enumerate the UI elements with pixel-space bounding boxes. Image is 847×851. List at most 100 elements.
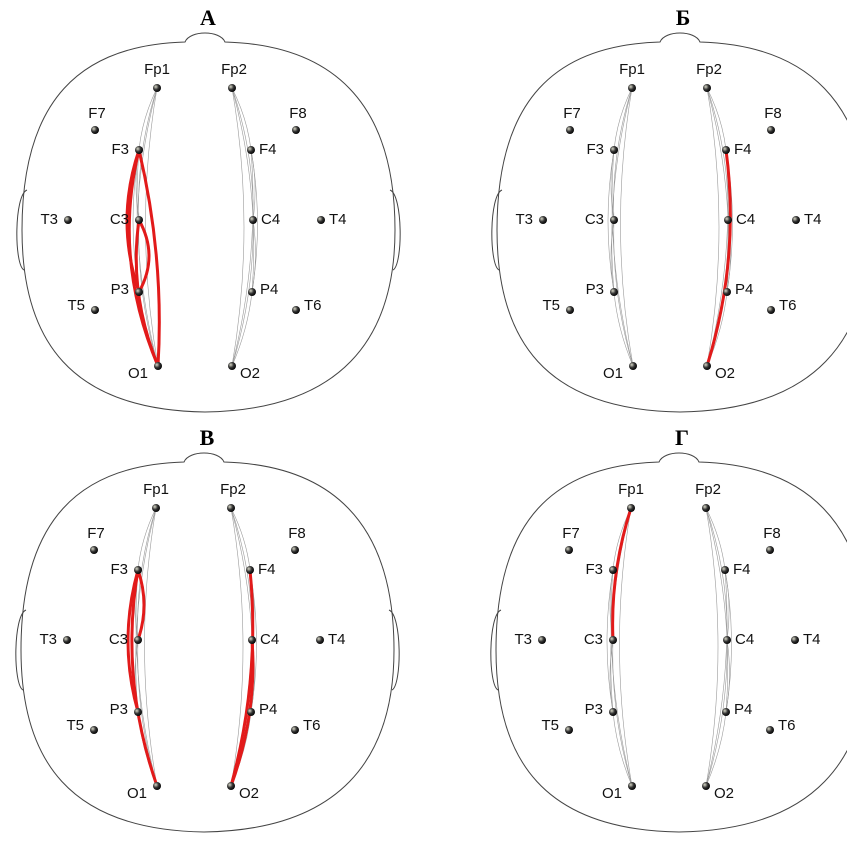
electrode <box>90 726 98 734</box>
electrode-label: F7 <box>88 105 106 122</box>
electrode <box>134 708 142 716</box>
electrode-label: T4 <box>328 631 346 648</box>
electrode-label: O1 <box>602 785 622 802</box>
electrode-label: Fp1 <box>619 61 645 78</box>
electrode-label: O2 <box>715 365 735 382</box>
electrode <box>538 636 546 644</box>
electrode-label: F3 <box>586 141 604 158</box>
electrode-label: F4 <box>258 561 276 578</box>
electrode <box>722 146 730 154</box>
electrode <box>249 216 257 224</box>
electrode-label: O1 <box>603 365 623 382</box>
electrode <box>63 636 71 644</box>
electrode-label: F4 <box>734 141 752 158</box>
electrode <box>135 288 143 296</box>
electrode <box>767 306 775 314</box>
electrode <box>766 546 774 554</box>
electrode <box>153 84 161 92</box>
head-panel: ГFp1Fp2F7F8F3F4T3C3C4T4P3P4T5T6O1O2 <box>491 425 847 832</box>
electrode <box>539 216 547 224</box>
electrode-label: P4 <box>735 281 753 298</box>
electrode-label: F8 <box>288 525 306 542</box>
electrode <box>610 216 618 224</box>
electrode <box>228 84 236 92</box>
electrode <box>629 362 637 370</box>
electrode-label: C3 <box>585 211 604 228</box>
electrode <box>91 126 99 134</box>
electrode-label: T3 <box>515 211 533 228</box>
electrode-label: P4 <box>734 701 752 718</box>
electrode <box>153 782 161 790</box>
electrode <box>91 306 99 314</box>
electrode <box>248 288 256 296</box>
electrode <box>703 84 711 92</box>
electrode <box>246 566 254 574</box>
electrode <box>566 126 574 134</box>
electrode-label: T5 <box>542 297 560 314</box>
electrode-label: Fp2 <box>696 61 722 78</box>
significant-connection <box>613 508 631 640</box>
electrode-label: T3 <box>40 211 58 228</box>
electrode <box>316 636 324 644</box>
electrode <box>247 146 255 154</box>
electrode <box>610 146 618 154</box>
electrode-label: P3 <box>110 701 128 718</box>
electrode-label: T5 <box>67 297 85 314</box>
electrode <box>628 782 636 790</box>
electrode-label: F4 <box>733 561 751 578</box>
electrode <box>152 504 160 512</box>
electrode-label: O1 <box>128 365 148 382</box>
electrode-label: Fp2 <box>221 61 247 78</box>
electrode <box>227 782 235 790</box>
electrode-label: T3 <box>39 631 57 648</box>
electrode-label: T3 <box>514 631 532 648</box>
electrode-label: T6 <box>778 717 796 734</box>
electrode-label: C3 <box>109 631 128 648</box>
electrode <box>609 566 617 574</box>
electrode-label: O2 <box>240 365 260 382</box>
electrode-label: F3 <box>585 561 603 578</box>
electrode <box>64 216 72 224</box>
electrode-label: F3 <box>110 561 128 578</box>
electrode-label: T6 <box>303 717 321 734</box>
electrode-label: F7 <box>562 525 580 542</box>
electrode <box>292 126 300 134</box>
electrode <box>90 546 98 554</box>
electrode <box>628 84 636 92</box>
electrode <box>565 726 573 734</box>
electrode <box>566 306 574 314</box>
electrode-label: O2 <box>714 785 734 802</box>
electrode <box>767 126 775 134</box>
electrode-label: C3 <box>584 631 603 648</box>
electrode-label: F7 <box>563 105 581 122</box>
connection <box>614 88 632 220</box>
electrode-label: Fp2 <box>220 481 246 498</box>
connection <box>612 150 633 366</box>
electrode-label: T4 <box>804 211 822 228</box>
electrode <box>291 546 299 554</box>
electrode <box>317 216 325 224</box>
figure: АFp1Fp2F7F8F3F4T3C3C4T4P3P4T5T6O1O2БFp1F… <box>0 0 847 851</box>
electrode <box>610 288 618 296</box>
electrode-label: P3 <box>586 281 604 298</box>
electrode-label: T5 <box>66 717 84 734</box>
electrode <box>723 288 731 296</box>
electrode <box>791 636 799 644</box>
electrode-label: F7 <box>87 525 105 542</box>
panel-title: А <box>200 5 216 30</box>
electrode <box>702 782 710 790</box>
electrode <box>135 146 143 154</box>
electrode <box>792 216 800 224</box>
electrode <box>228 362 236 370</box>
electrode <box>723 636 731 644</box>
electrode <box>154 362 162 370</box>
electrode <box>291 726 299 734</box>
electrode <box>247 708 255 716</box>
electrode-label: P3 <box>111 281 129 298</box>
electrode <box>722 708 730 716</box>
electrode-label: C3 <box>110 211 129 228</box>
electrode-label: Fp1 <box>618 481 644 498</box>
